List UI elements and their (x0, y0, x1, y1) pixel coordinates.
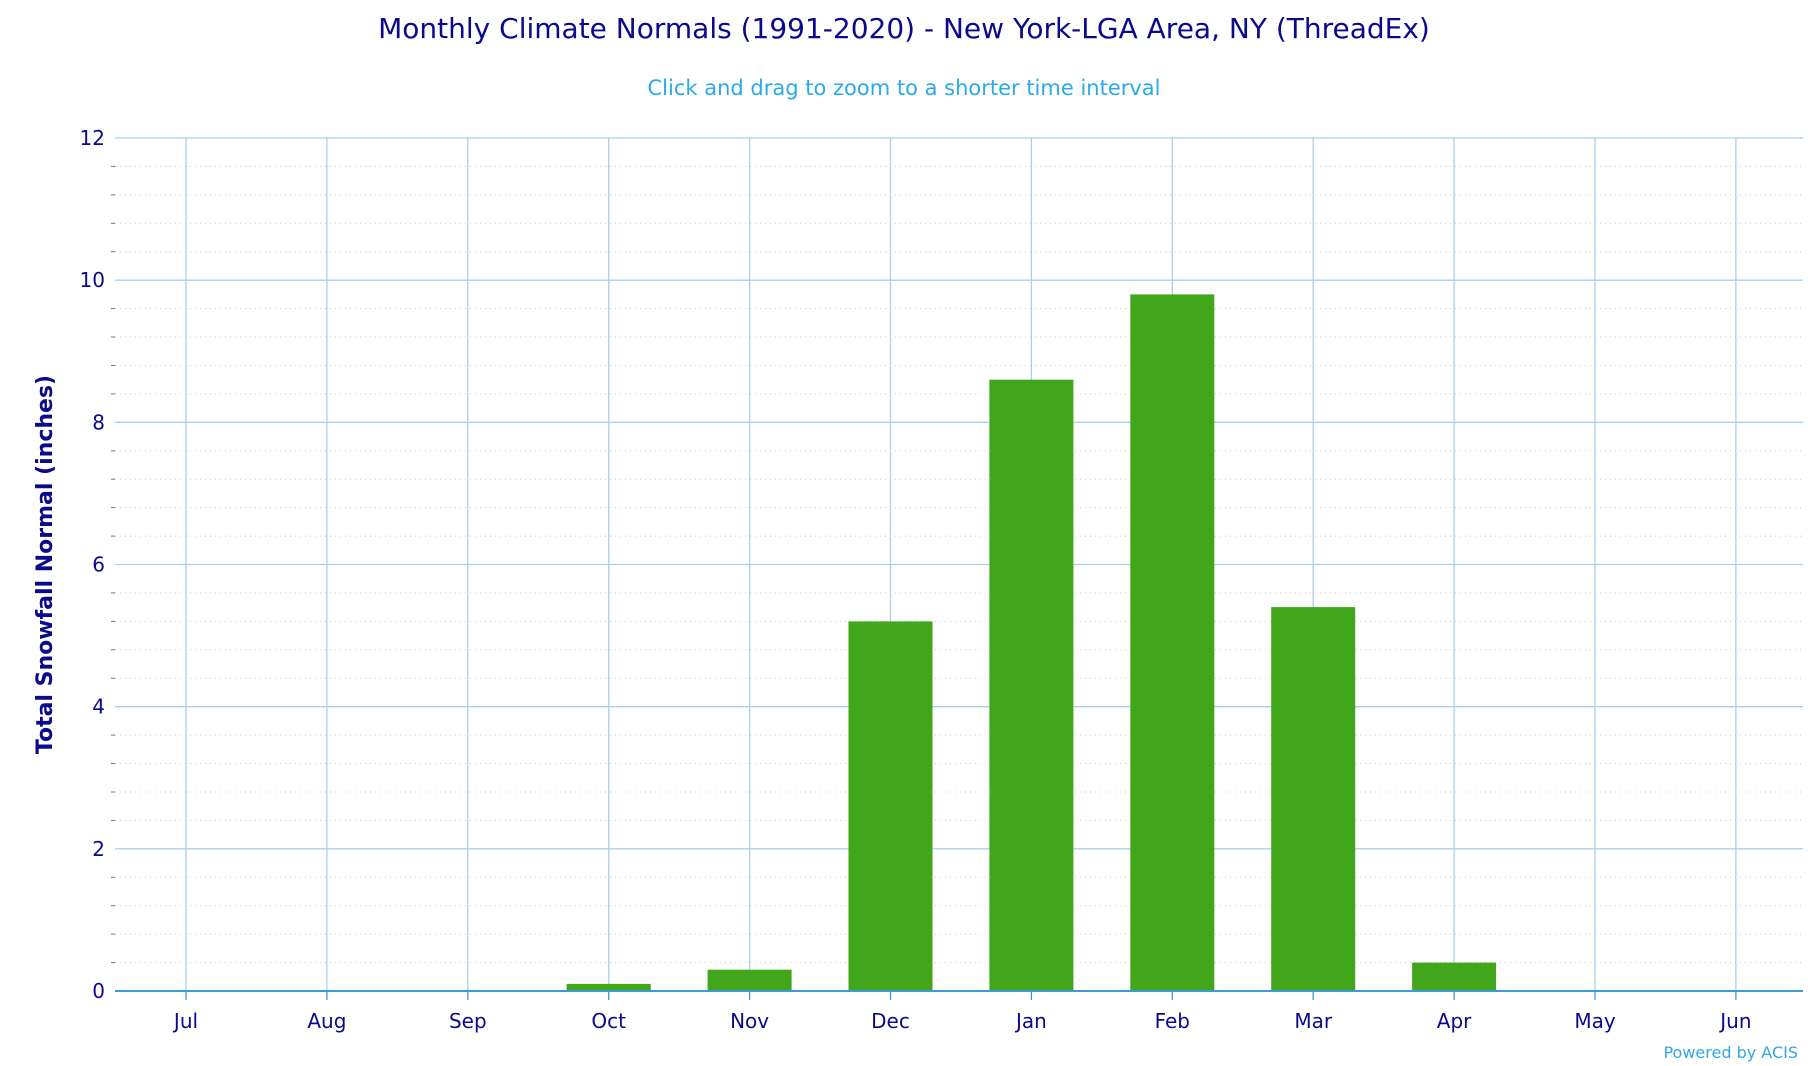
x-tick-label: Jan (1014, 1009, 1047, 1033)
credit-link[interactable]: Powered by ACIS (1663, 1043, 1798, 1062)
x-tick-label: Jul (172, 1009, 198, 1033)
y-tick-label: 6 (92, 553, 105, 577)
y-axis-title: Total Snowfall Normal (inches) (33, 375, 58, 754)
x-tick-label: Aug (307, 1009, 346, 1033)
y-tick-label: 8 (92, 410, 105, 434)
y-tick-label: 10 (80, 268, 105, 292)
bar-feb[interactable] (1130, 294, 1215, 991)
bar-apr[interactable] (1412, 962, 1497, 991)
x-tick-label: Oct (591, 1009, 626, 1033)
x-tick-label: Mar (1294, 1009, 1333, 1033)
bar-mar[interactable] (1271, 607, 1356, 991)
y-tick-label: 0 (92, 979, 105, 1003)
x-tick-label: Feb (1155, 1009, 1190, 1033)
x-tick-label: Dec (871, 1009, 910, 1033)
x-tick-label: Sep (449, 1009, 487, 1033)
x-tick-label: Nov (730, 1009, 769, 1033)
x-tick-label: Apr (1437, 1009, 1472, 1033)
bar-dec[interactable] (848, 621, 933, 991)
y-tick-label: 2 (92, 837, 105, 861)
bar-oct[interactable] (566, 983, 651, 991)
x-tick-label: May (1574, 1009, 1616, 1033)
x-tick-label: Jun (1718, 1009, 1751, 1033)
chart-title: Monthly Climate Normals (1991-2020) - Ne… (378, 12, 1430, 45)
bar-jan[interactable] (989, 379, 1074, 991)
y-tick-label: 12 (80, 126, 105, 150)
y-tick-label: 4 (92, 695, 105, 719)
bar-nov[interactable] (707, 969, 792, 991)
chart-subtitle: Click and drag to zoom to a shorter time… (647, 76, 1161, 100)
